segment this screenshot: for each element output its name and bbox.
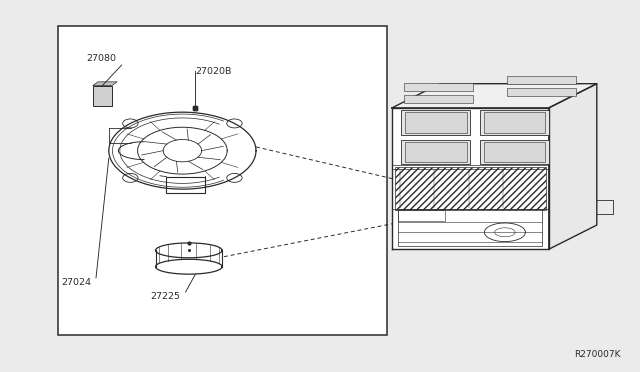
Polygon shape bbox=[392, 108, 549, 249]
Polygon shape bbox=[404, 83, 474, 92]
Bar bbox=[480, 140, 548, 164]
Text: 27080: 27080 bbox=[86, 54, 116, 63]
Bar bbox=[405, 142, 467, 162]
Polygon shape bbox=[507, 76, 576, 84]
Bar bbox=[480, 110, 548, 135]
Text: 27024: 27024 bbox=[61, 278, 91, 286]
Text: 27020B: 27020B bbox=[195, 67, 232, 76]
Polygon shape bbox=[549, 84, 596, 249]
Bar bbox=[405, 112, 467, 132]
Polygon shape bbox=[392, 84, 596, 108]
Bar bbox=[484, 112, 545, 132]
Polygon shape bbox=[507, 88, 576, 96]
Bar bbox=[401, 110, 470, 135]
Bar bbox=[398, 209, 543, 246]
Bar bbox=[484, 142, 545, 162]
Text: 27225: 27225 bbox=[150, 292, 180, 301]
Bar bbox=[398, 210, 445, 221]
Polygon shape bbox=[404, 95, 474, 103]
Polygon shape bbox=[93, 82, 117, 86]
Bar bbox=[58, 26, 387, 335]
Text: R270007K: R270007K bbox=[574, 350, 621, 359]
Bar bbox=[401, 140, 470, 164]
Bar bbox=[166, 177, 205, 193]
Polygon shape bbox=[93, 86, 112, 106]
Bar bbox=[395, 167, 546, 210]
